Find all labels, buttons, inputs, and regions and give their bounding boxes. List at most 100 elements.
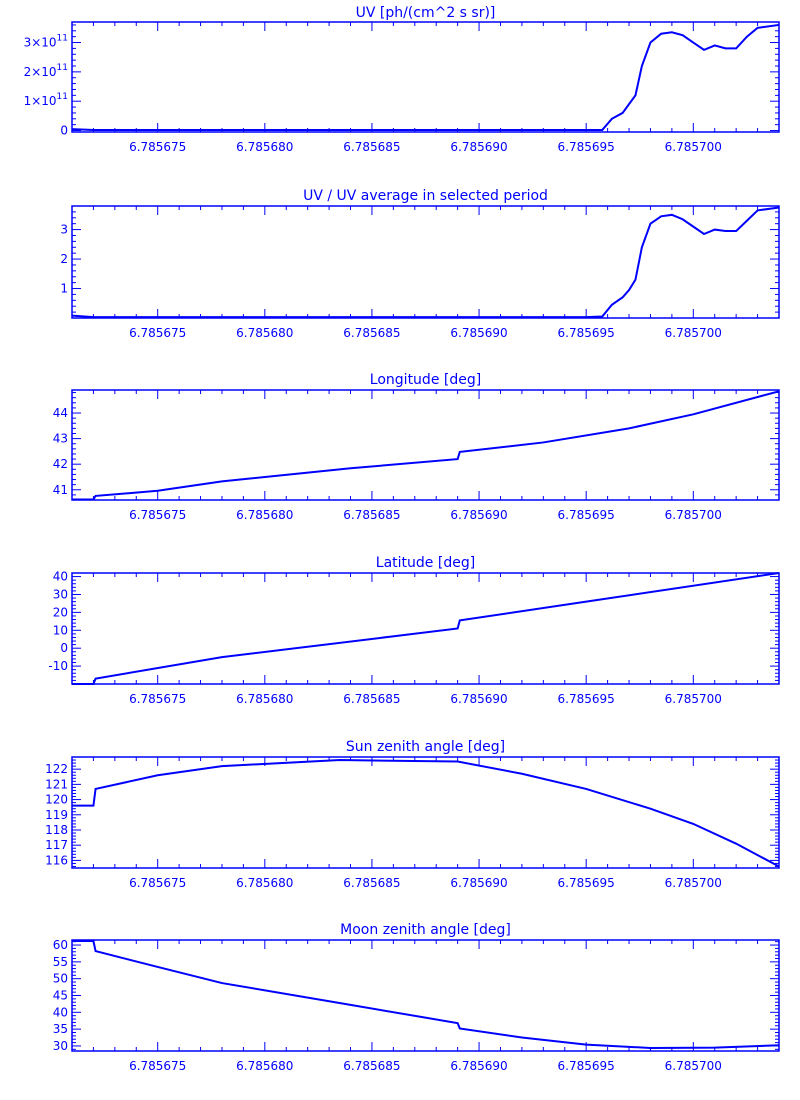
y-tick-label: 44 xyxy=(53,406,68,420)
y-tick-label-base: 2×10 xyxy=(24,65,57,79)
y-tick-label-base: 42 xyxy=(53,457,68,471)
y-tick-label-base: 20 xyxy=(53,605,68,619)
y-tick-label: 118 xyxy=(45,823,68,837)
y-tick-label-base: 45 xyxy=(53,989,68,1003)
x-tick-label: 6.785675 xyxy=(129,1059,186,1073)
x-tick-label: 6.785680 xyxy=(236,1059,293,1073)
x-tick-label: 6.785680 xyxy=(236,876,293,890)
chart-title: Longitude [deg] xyxy=(370,372,481,388)
x-tick-label: 6.785675 xyxy=(129,508,186,522)
y-tick-label: 43 xyxy=(53,432,68,446)
x-tick-label: 6.785695 xyxy=(558,692,615,706)
y-tick-label-exponent: 11 xyxy=(57,92,68,102)
x-tick-label: 6.785700 xyxy=(665,140,722,154)
y-tick-label-base: 50 xyxy=(53,972,68,986)
y-tick-label-base: 122 xyxy=(45,762,68,776)
y-tick-label-base: -10 xyxy=(48,659,68,673)
y-tick-label-base: 44 xyxy=(53,406,68,420)
chart-title: Sun zenith angle [deg] xyxy=(346,739,505,755)
y-tick-label: 121 xyxy=(45,777,68,791)
x-tick-label: 6.785675 xyxy=(129,140,186,154)
y-tick-label-base: 3×10 xyxy=(24,36,57,50)
x-tick-label: 6.785685 xyxy=(343,1059,400,1073)
y-tick-label-base: 60 xyxy=(53,938,68,952)
y-tick-label-base: 43 xyxy=(53,432,68,446)
chart-panel-6: Moon zenith angle [deg] 6.785675 6.785680 6… xyxy=(53,922,780,1073)
y-tick-label: 1 xyxy=(60,282,68,296)
plot-frame xyxy=(71,21,780,133)
x-tick-label: 6.785695 xyxy=(558,140,615,154)
y-tick-label: 3×1011 xyxy=(24,34,68,50)
y-tick-label-base: 2 xyxy=(60,252,68,266)
y-tick-label: 35 xyxy=(53,1022,68,1036)
x-tick-label: 6.785690 xyxy=(450,1059,507,1073)
x-tick-label: 6.785690 xyxy=(450,876,507,890)
y-tick-label: 20 xyxy=(53,605,68,619)
x-tick-label: 6.785680 xyxy=(236,692,293,706)
series-line-1 xyxy=(72,390,780,501)
y-tick-label: 41 xyxy=(53,483,68,497)
y-tick-label-base: 40 xyxy=(53,1005,68,1019)
x-tick-label: 6.785690 xyxy=(450,692,507,706)
y-tick-label: 42 xyxy=(53,457,68,471)
chart-title: Moon zenith angle [deg] xyxy=(340,922,511,938)
chart-panel-1: UV [ph/(cm^2 s sr)] 6.785675 6.785680 6.785… xyxy=(24,5,780,154)
x-tick-label: 6.785680 xyxy=(236,508,293,522)
x-tick-label: 6.785690 xyxy=(450,508,507,522)
series-line-1 xyxy=(71,206,780,319)
x-tick-label: 6.785685 xyxy=(343,876,400,890)
x-tick-label: 6.785680 xyxy=(236,326,293,340)
y-tick-label: 3 xyxy=(60,223,68,237)
chart-title: Latitude [deg] xyxy=(376,555,475,571)
x-tick-label: 6.785685 xyxy=(343,140,400,154)
x-tick-label: 6.785690 xyxy=(450,326,507,340)
series-line-1 xyxy=(72,940,780,1049)
y-tick-label-base: 117 xyxy=(45,838,68,852)
y-tick-label-base: 119 xyxy=(45,808,68,822)
x-tick-label: 6.785695 xyxy=(558,876,615,890)
y-tick-label: 2×1011 xyxy=(24,63,68,79)
y-tick-label-base: 3 xyxy=(60,223,68,237)
plot-frame xyxy=(71,939,780,1052)
y-tick-label: 10 xyxy=(53,623,68,637)
y-tick-label-base: 1 xyxy=(60,282,68,296)
x-tick-label: 6.785685 xyxy=(343,692,400,706)
y-tick-label-base: 30 xyxy=(53,587,68,601)
plot-frame xyxy=(71,756,780,869)
y-tick-label: 120 xyxy=(45,793,68,807)
chart-panel-4: Latitude [deg] 6.785675 6.785680 6.785685 6.… xyxy=(48,555,780,706)
x-tick-label: 6.785695 xyxy=(558,508,615,522)
x-tick-label: 6.785685 xyxy=(343,508,400,522)
x-tick-label: 6.785700 xyxy=(665,326,722,340)
y-tick-label-base: 10 xyxy=(53,623,68,637)
y-tick-label-base: 120 xyxy=(45,793,68,807)
chart-title: UV [ph/(cm^2 s sr)] xyxy=(356,5,496,21)
y-tick-label-base: 0 xyxy=(60,641,68,655)
x-tick-label: 6.785685 xyxy=(343,326,400,340)
x-tick-label: 6.785680 xyxy=(236,140,293,154)
chart-panel-2: UV / UV average in selected period 6.7856… xyxy=(60,188,780,340)
y-tick-label-base: 121 xyxy=(45,777,68,791)
plot-frame xyxy=(71,205,780,319)
x-tick-label: 6.785700 xyxy=(665,876,722,890)
chart-panel-3: Longitude [deg] 6.785675 6.785680 6.785685 6… xyxy=(53,372,780,522)
x-tick-label: 6.785695 xyxy=(558,326,615,340)
chart-panel-5: Sun zenith angle [deg] 6.785675 6.785680 6.… xyxy=(45,739,780,890)
plot-frame xyxy=(71,572,780,685)
x-tick-label: 6.785700 xyxy=(665,692,722,706)
y-tick-label: 2 xyxy=(60,252,68,266)
y-tick-label-base: 116 xyxy=(45,853,68,867)
y-tick-label-base: 40 xyxy=(53,570,68,584)
y-tick-label: 45 xyxy=(53,989,68,1003)
chart-title: UV / UV average in selected period xyxy=(303,188,548,204)
y-tick-label: 117 xyxy=(45,838,68,852)
y-tick-label: 0 xyxy=(60,641,68,655)
y-tick-label: 119 xyxy=(45,808,68,822)
y-tick-label: 122 xyxy=(45,762,68,776)
y-tick-label-base: 30 xyxy=(53,1039,68,1053)
y-tick-label: 0 xyxy=(60,124,68,138)
y-tick-label: 30 xyxy=(53,587,68,601)
y-tick-label: 60 xyxy=(53,938,68,952)
x-tick-label: 6.785700 xyxy=(665,508,722,522)
